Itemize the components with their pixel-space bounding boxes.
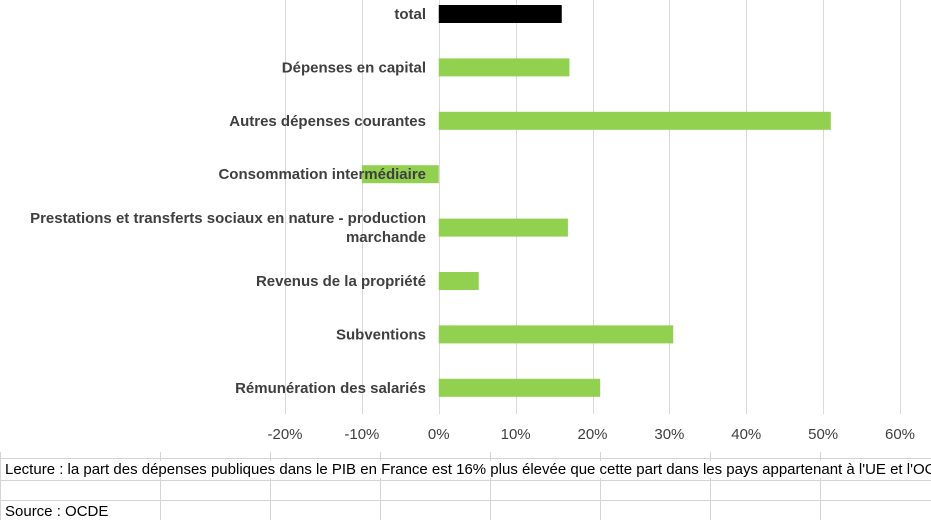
source-row: Source : OCDE (0, 500, 931, 520)
bar (438, 58, 570, 77)
bar (361, 165, 439, 184)
category-label: Prestations et transferts sociaux en nat… (30, 210, 426, 227)
x-tick-label: 0% (428, 426, 450, 443)
bar (438, 111, 831, 130)
cell-gridline (490, 452, 491, 520)
bar (438, 325, 674, 344)
cell-gridline (160, 452, 161, 520)
cell-gridline (380, 452, 381, 520)
bar (438, 5, 562, 23)
cell-gridline (710, 452, 711, 520)
x-tick-label: -20% (267, 426, 302, 443)
x-tick-label: 20% (577, 426, 607, 443)
x-tick-label: 30% (654, 426, 684, 443)
x-tick-label: 10% (501, 426, 531, 443)
category-labels: total Dépenses en capital Autres dépenses … (30, 6, 426, 397)
category-label: Dépenses en capital (282, 59, 426, 76)
source-note: Source : OCDE (5, 503, 109, 520)
category-label: marchande (346, 229, 426, 246)
bars (361, 5, 831, 397)
bar (438, 218, 568, 237)
bar-chart: total Dépenses en capital Autres dépenses … (30, 0, 915, 443)
lecture-row: Lecture : la part des dépenses publiques… (0, 458, 931, 480)
category-label: Rémunération des salariés (235, 380, 426, 397)
x-tick-label: 60% (885, 426, 915, 443)
bar (438, 272, 479, 290)
spreadsheet-area: Lecture : la part des dépenses publiques… (0, 452, 931, 520)
cell-gridline (600, 452, 601, 520)
x-tick-labels: -20% -10% 0% 10% 20% 30% 40% 50% 60% (267, 426, 915, 443)
cell-gridline (0, 452, 1, 520)
category-label: Revenus de la propriété (256, 273, 426, 290)
cell-gridline (820, 452, 821, 520)
x-tick-label: 40% (731, 426, 761, 443)
lecture-note: Lecture : la part des dépenses publiques… (5, 461, 931, 478)
category-label: Subventions (336, 326, 426, 343)
x-tick-label: 50% (808, 426, 838, 443)
x-tick-label: -10% (344, 426, 379, 443)
empty-row (0, 480, 931, 502)
category-label: Autres dépenses courantes (229, 113, 426, 130)
category-label: total (394, 6, 426, 23)
bar (438, 378, 601, 397)
category-label: Consommation intermédiaire (218, 166, 426, 183)
cell-gridline (270, 452, 271, 520)
